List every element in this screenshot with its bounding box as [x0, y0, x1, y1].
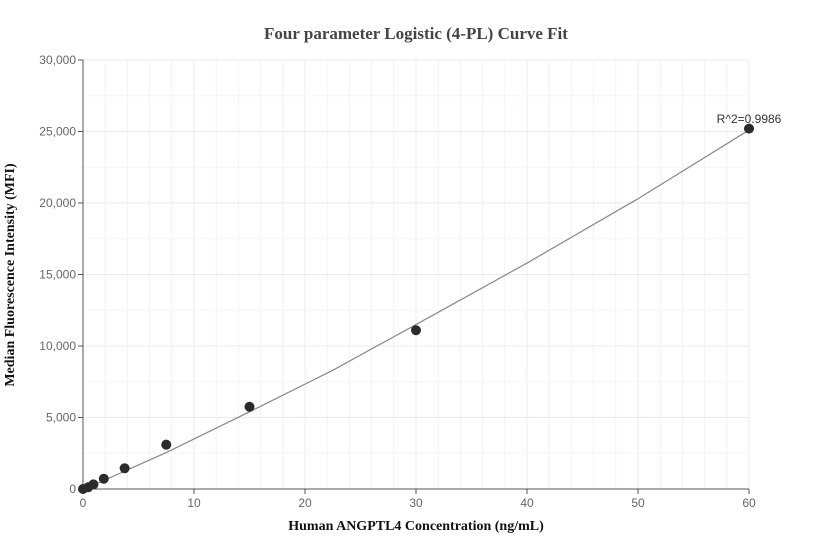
- tick-labels: 0 10 20 30 40 50 60 0 5,000 10,000 15,000 20,000 25,…: [39, 53, 756, 510]
- chart-title: Four parameter Logistic (4-PL) Curve Fit: [264, 24, 568, 43]
- data-point: [244, 401, 255, 412]
- data-point: [119, 463, 130, 474]
- x-tick-label: 0: [80, 496, 87, 510]
- data-point: [98, 473, 109, 484]
- x-tick-label: 10: [187, 496, 201, 510]
- data-point: [411, 325, 421, 336]
- data-point: [744, 123, 754, 134]
- data-point: [88, 479, 99, 490]
- y-tick-label: 15,000: [39, 268, 76, 282]
- x-tick-label: 20: [298, 496, 312, 510]
- y-axis-label: Median Fluorescence Intensity (MFI): [3, 163, 18, 387]
- y-tick-label: 25,000: [39, 125, 76, 139]
- y-tick-label: 0: [69, 482, 76, 496]
- x-tick-label: 60: [742, 496, 756, 510]
- grid: [83, 59, 750, 489]
- y-tick-label: 10,000: [39, 339, 76, 353]
- y-tick-label: 5,000: [46, 411, 76, 425]
- x-tick-label: 30: [409, 496, 423, 510]
- y-tick-label: 30,000: [39, 53, 76, 67]
- r-squared-annotation: R^2=0.9986: [717, 112, 782, 126]
- x-tick-label: 50: [631, 496, 645, 510]
- x-axis-label: Human ANGPTL4 Concentration (ng/mL): [288, 519, 544, 534]
- data-point: [161, 439, 172, 450]
- x-tick-label: 40: [520, 496, 534, 510]
- y-tick-label: 20,000: [39, 196, 76, 210]
- data-points: [78, 123, 754, 494]
